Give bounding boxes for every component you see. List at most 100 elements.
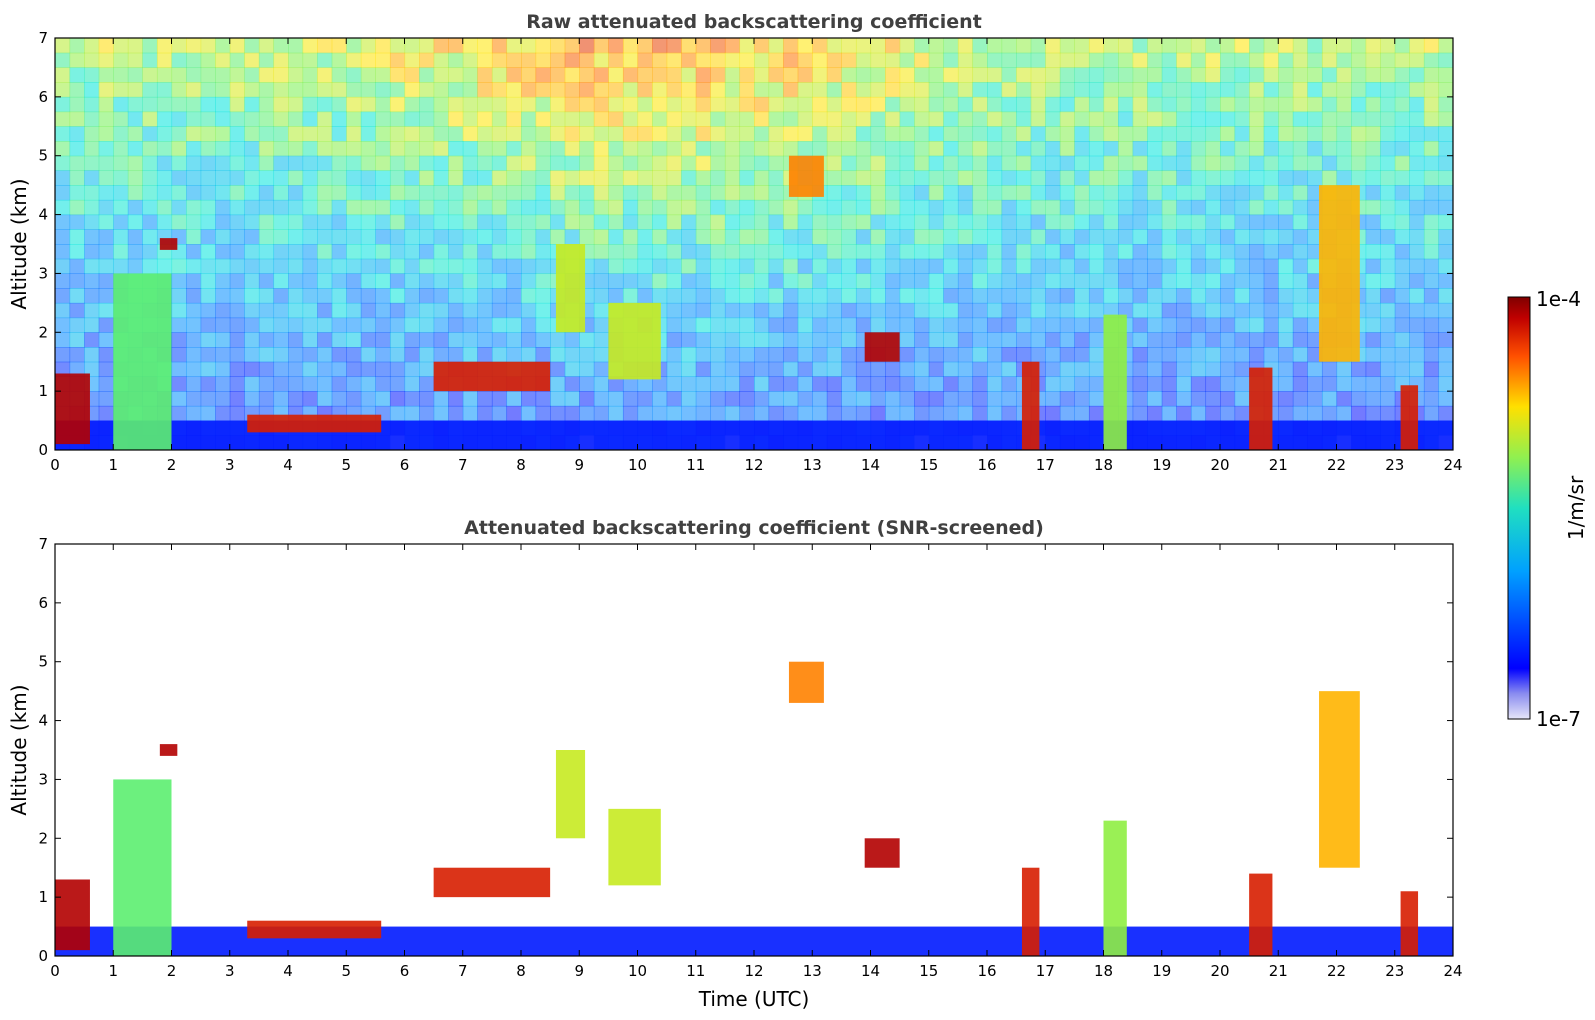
background-cell	[360, 391, 376, 407]
background-cell	[841, 52, 857, 69]
background-cell	[462, 244, 478, 260]
background-cell	[288, 273, 304, 289]
background-cell	[1234, 229, 1250, 245]
background-cell	[171, 288, 187, 304]
background-cell	[1132, 347, 1148, 363]
background-cell	[550, 214, 566, 230]
background-cell	[1161, 141, 1177, 157]
background-cell	[841, 258, 857, 275]
background-cell	[1336, 38, 1352, 54]
background-cell	[346, 141, 362, 157]
background-cell	[506, 52, 522, 69]
background-cell	[215, 52, 231, 69]
background-cell	[1220, 405, 1236, 422]
background-cell	[1001, 258, 1017, 275]
background-cell	[142, 185, 158, 201]
background-cell	[914, 82, 930, 98]
background-cell	[1059, 185, 1075, 201]
background-cell	[1234, 111, 1250, 127]
x-tick-label: 1	[108, 456, 118, 474]
background-cell	[914, 391, 930, 407]
background-cell	[229, 82, 245, 98]
background-cell	[593, 317, 609, 333]
background-cell	[360, 288, 376, 304]
background-cell	[1220, 317, 1236, 333]
feature-mark	[113, 273, 172, 450]
background-cell	[477, 332, 493, 348]
background-cell	[1190, 82, 1207, 98]
background-cell	[229, 111, 245, 127]
background-cell	[1059, 126, 1075, 142]
background-cell	[681, 317, 697, 333]
background-cell	[375, 126, 391, 142]
feature-mark	[788, 155, 824, 197]
background-cell	[783, 52, 799, 69]
background-cell	[142, 141, 158, 157]
background-cell	[724, 347, 741, 363]
background-cell	[1423, 405, 1440, 422]
background-cell	[957, 347, 974, 363]
background-cell	[491, 111, 508, 127]
background-cell	[855, 52, 872, 69]
background-cell	[55, 126, 71, 142]
background-cell	[1278, 244, 1294, 260]
background-cell	[1409, 317, 1425, 333]
background-cell	[404, 376, 420, 392]
background-cell	[186, 391, 202, 407]
background-cell	[1176, 317, 1192, 333]
background-cell	[506, 244, 522, 260]
background-cell	[1423, 185, 1440, 201]
background-cell	[1161, 361, 1177, 378]
background-cell	[622, 288, 639, 304]
background-cell	[1263, 38, 1279, 54]
background-cell	[258, 141, 275, 157]
background-cell	[1249, 38, 1265, 54]
background-cell	[200, 199, 216, 216]
background-cell	[637, 199, 653, 216]
background-cell	[433, 273, 449, 289]
background-cell	[1249, 185, 1265, 201]
background-cell	[448, 214, 464, 230]
background-cell	[1001, 376, 1017, 392]
background-cell	[899, 361, 915, 378]
background-cell	[1103, 38, 1119, 54]
background-cell	[899, 302, 915, 319]
background-cell	[1059, 155, 1075, 172]
background-cell	[521, 126, 537, 142]
background-cell	[1190, 170, 1207, 186]
background-cell	[1234, 141, 1250, 157]
background-cell	[652, 288, 668, 304]
background-cell	[1074, 273, 1090, 289]
background-cell	[200, 258, 216, 275]
background-cell	[375, 376, 391, 392]
feature-mark	[608, 302, 661, 380]
background-cell	[1278, 155, 1294, 172]
background-cell	[666, 199, 682, 216]
background-cell	[98, 38, 114, 54]
background-cell	[1205, 82, 1221, 98]
background-cell	[69, 96, 85, 113]
background-cell	[360, 317, 376, 333]
x-tick-label: 18	[1094, 456, 1113, 474]
background-cell	[98, 405, 114, 422]
background-cell	[113, 199, 129, 216]
background-cell	[1336, 405, 1352, 422]
background-cell	[1016, 52, 1032, 69]
background-cell	[1001, 288, 1017, 304]
background-cell	[1074, 96, 1090, 113]
x-tick-label: 2	[167, 962, 177, 980]
background-cell	[1088, 302, 1105, 319]
background-cell	[1263, 347, 1279, 363]
x-tick-label: 19	[1152, 456, 1171, 474]
background-cell	[754, 111, 770, 127]
background-cell	[1292, 302, 1308, 319]
background-cell	[1321, 155, 1338, 172]
background-cell	[885, 214, 901, 230]
background-cell	[113, 96, 129, 113]
background-cell	[1249, 288, 1265, 304]
background-cell	[346, 302, 362, 319]
background-cell	[914, 155, 930, 172]
background-cell	[855, 155, 872, 172]
feature-mark	[1021, 361, 1040, 450]
background-cell	[1423, 67, 1440, 83]
